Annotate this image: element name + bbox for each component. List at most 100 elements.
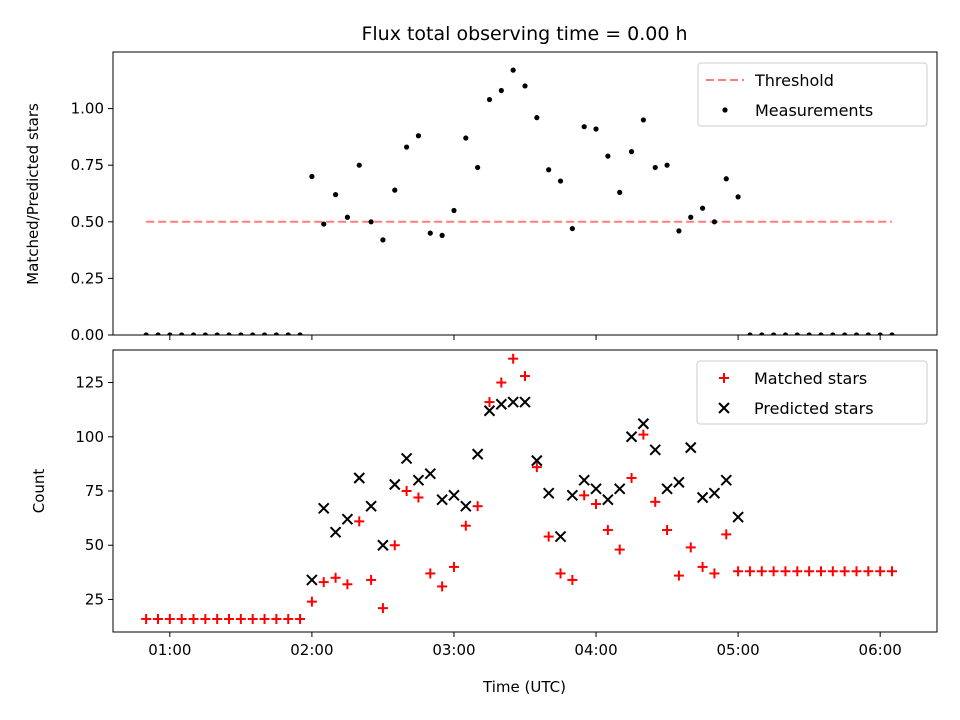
- measurement-point: [404, 144, 410, 150]
- measurement-point: [877, 332, 883, 335]
- matched-star-point: [756, 566, 767, 577]
- measurement-point: [179, 332, 185, 335]
- measurement-point: [794, 332, 800, 335]
- measurement-point: [723, 176, 729, 182]
- measurement-point: [522, 83, 528, 89]
- top-legend-label: Threshold: [754, 71, 834, 90]
- matched-star-point: [875, 566, 886, 577]
- predicted-star-point: [661, 483, 673, 495]
- predicted-star-point: [708, 487, 721, 499]
- matched-star-point: [437, 581, 448, 592]
- measurement-point: [226, 332, 232, 335]
- matched-star-point: [377, 603, 388, 614]
- predicted-star-point: [448, 489, 460, 502]
- matched-star-point: [188, 613, 199, 624]
- measurement-point: [628, 149, 635, 155]
- measurement-point: [250, 332, 256, 335]
- matched-star-point: [792, 566, 803, 577]
- predicted-star-point: [507, 396, 519, 408]
- matched-star-point: [804, 566, 815, 577]
- measurement-point: [214, 332, 220, 335]
- measurement-point: [664, 162, 670, 168]
- matched-star-point: [496, 377, 507, 388]
- predicted-star-point: [673, 476, 685, 489]
- predicted-star-point: [554, 530, 567, 543]
- matched-star-point: [815, 566, 826, 577]
- matched-star-point: [638, 429, 649, 440]
- top-y-tick-label: 0.75: [71, 156, 104, 174]
- measurement-point: [806, 332, 812, 335]
- bottom-legend-label: Predicted stars: [754, 399, 874, 418]
- measurement-point: [380, 237, 386, 243]
- predicted-star-point: [389, 478, 401, 491]
- predicted-star-point: [720, 474, 732, 486]
- bottom-y-axis-label: Count: [30, 469, 48, 514]
- legend-predicted-swatch: [718, 402, 730, 414]
- predicted-star-point: [377, 539, 389, 551]
- predicted-star-point: [531, 454, 543, 467]
- matched-star-point: [484, 397, 495, 408]
- predicted-star-point: [329, 526, 342, 538]
- measurement-point: [297, 332, 303, 335]
- measurement-point: [498, 87, 504, 94]
- measurement-point: [356, 162, 362, 168]
- measurement-point: [640, 117, 646, 123]
- bottom-axes-frame: [112, 349, 938, 633]
- predicted-star-point: [649, 444, 661, 456]
- measurement-point: [652, 164, 658, 171]
- predicted-star-point: [602, 493, 614, 506]
- top-y-axis-label: Matched/Predicted stars: [24, 103, 42, 285]
- measurement-point: [889, 332, 895, 335]
- bottom-legend-box: [696, 360, 928, 425]
- predicted-star-point: [696, 491, 709, 504]
- bottom-x-tick-label: 02:00: [290, 641, 333, 659]
- matched-star-point: [413, 492, 424, 503]
- matched-star-point: [650, 496, 661, 507]
- measurement-point: [569, 225, 575, 232]
- bottom-y-tick-label: 75: [85, 482, 104, 500]
- matched-star-point: [555, 568, 566, 579]
- legend-matched-swatch: [719, 373, 729, 383]
- matched-star-point: [579, 490, 590, 501]
- measurement-point: [853, 332, 860, 335]
- matched-star-point: [567, 574, 578, 585]
- predicted-star-point: [318, 502, 330, 515]
- matched-star-point: [685, 542, 696, 553]
- measurement-point: [581, 124, 587, 130]
- predicted-star-point: [365, 500, 377, 512]
- matched-star-point: [141, 613, 152, 624]
- top-marks: [143, 67, 895, 335]
- predicted-star-point: [685, 441, 697, 454]
- matched-star-point: [425, 568, 436, 579]
- predicted-star-point: [637, 418, 650, 430]
- predicted-star-point: [460, 500, 472, 512]
- bottom-y-tick-label: 25: [85, 590, 104, 608]
- matched-star-point: [543, 531, 554, 542]
- measurement-point: [309, 173, 315, 180]
- matched-star-point: [673, 570, 684, 581]
- measurement-point: [711, 219, 718, 225]
- bottom-y-tick-label: 50: [85, 536, 104, 554]
- measurement-point: [557, 178, 564, 184]
- bottom-x-tick-label: 04:00: [574, 641, 617, 659]
- measurement-point: [285, 332, 291, 335]
- legend-measurement-swatch: [722, 107, 728, 113]
- bottom-x-tick-label: 05:00: [716, 641, 759, 659]
- measurement-point: [617, 189, 623, 195]
- predicted-star-point: [578, 474, 590, 486]
- top-legend-label: Measurements: [755, 101, 873, 120]
- predicted-star-point: [424, 467, 436, 480]
- matched-star-point: [235, 613, 246, 624]
- top-y-tick-label: 0.00: [71, 326, 104, 344]
- matched-star-point: [591, 499, 602, 510]
- matched-star-point: [247, 613, 258, 624]
- measurement-point: [676, 228, 682, 234]
- top-legend: Threshold Measurements: [697, 62, 928, 127]
- measurement-point: [782, 332, 789, 335]
- top-axes-frame: [112, 51, 938, 336]
- measurement-point: [688, 214, 694, 220]
- matched-star-point: [733, 566, 744, 577]
- matched-star-point: [602, 525, 613, 536]
- measurement-point: [143, 332, 149, 335]
- bottom-x-tick-label: 01:00: [148, 641, 191, 659]
